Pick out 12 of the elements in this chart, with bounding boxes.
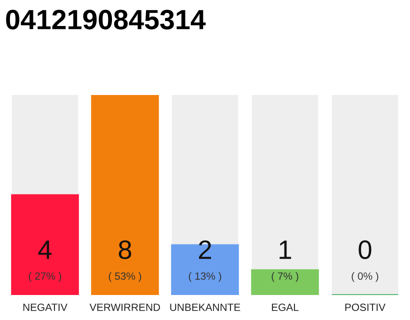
- chart-title: 0412190845314: [6, 10, 206, 30]
- data-label: 4 ( 27% ): [28, 240, 62, 282]
- x-tick-label: NEGATIV: [23, 304, 68, 311]
- x-tick-label: EGAL: [272, 304, 299, 311]
- x-tick-label: VERWIRREND: [90, 304, 160, 311]
- x-tick-label: POSITIV: [345, 304, 386, 311]
- bar: [251, 269, 319, 295]
- data-label: 0 ( 0% ): [352, 240, 378, 282]
- x-tick-label: UNBEKANNTE: [170, 304, 240, 311]
- data-label: 1 ( 7% ): [272, 240, 298, 282]
- data-label: 8 ( 53% ): [108, 240, 142, 282]
- data-label: 2 ( 13% ): [188, 240, 222, 282]
